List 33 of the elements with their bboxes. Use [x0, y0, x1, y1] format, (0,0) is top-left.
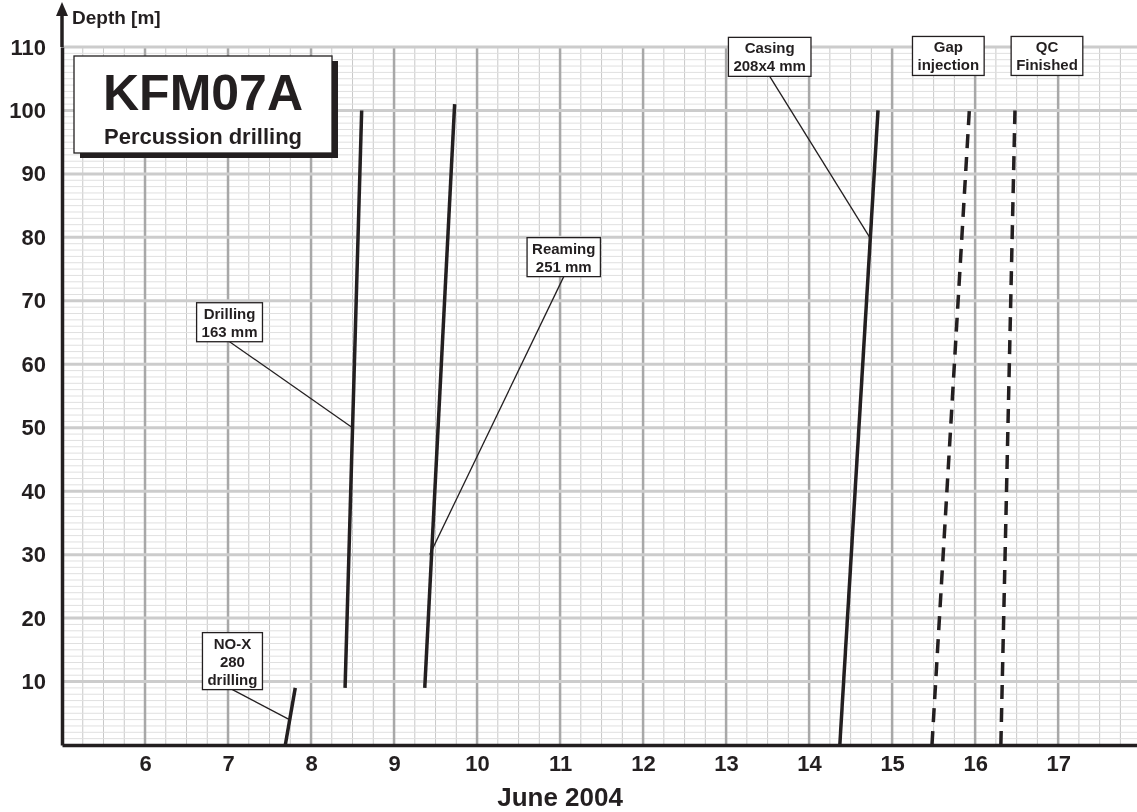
- x-tick-label: 14: [797, 750, 823, 776]
- x-tick-label: 16: [963, 750, 988, 776]
- annotation: QC Finished: [1016, 38, 1078, 74]
- x-tick-label: 17: [1046, 750, 1071, 776]
- y-axis-title: Depth [m]: [72, 7, 161, 28]
- x-tick-label: 13: [714, 750, 739, 776]
- chart-title: KFM07A: [102, 65, 304, 121]
- x-tick-label: 7: [222, 750, 235, 776]
- x-tick-label: 10: [465, 750, 490, 776]
- x-tick-label: 15: [880, 750, 905, 776]
- annotation: Drilling 163 mm: [201, 304, 258, 340]
- y-tick-label: 30: [21, 542, 46, 568]
- y-tick-label: 80: [21, 224, 46, 250]
- annotation: Casing 208x4 mm: [733, 39, 806, 75]
- annotation: Reaming 251 mm: [532, 239, 596, 275]
- x-tick-label: 9: [388, 750, 401, 776]
- x-tick-label: 6: [139, 750, 152, 776]
- annotation: NO-X 280 drilling: [207, 634, 258, 688]
- x-tick-label: 8: [305, 750, 318, 776]
- y-tick-label: 110: [10, 34, 46, 60]
- text: Percussion drilling: [103, 124, 303, 149]
- x-tick-label: 11: [548, 750, 573, 776]
- y-tick-label: 100: [9, 97, 46, 123]
- x-tick-label: 12: [631, 750, 656, 776]
- y-tick-label: 20: [21, 605, 46, 631]
- y-tick-label: 70: [21, 288, 46, 314]
- y-tick-label: 10: [21, 669, 46, 695]
- x-axis-title: June 2004: [497, 782, 624, 812]
- y-tick-label: 90: [21, 161, 46, 187]
- annotation: Gap injection: [917, 38, 980, 74]
- y-tick-label: 60: [21, 351, 46, 377]
- y-tick-label: 50: [21, 415, 46, 441]
- y-tick-label: 40: [21, 478, 46, 504]
